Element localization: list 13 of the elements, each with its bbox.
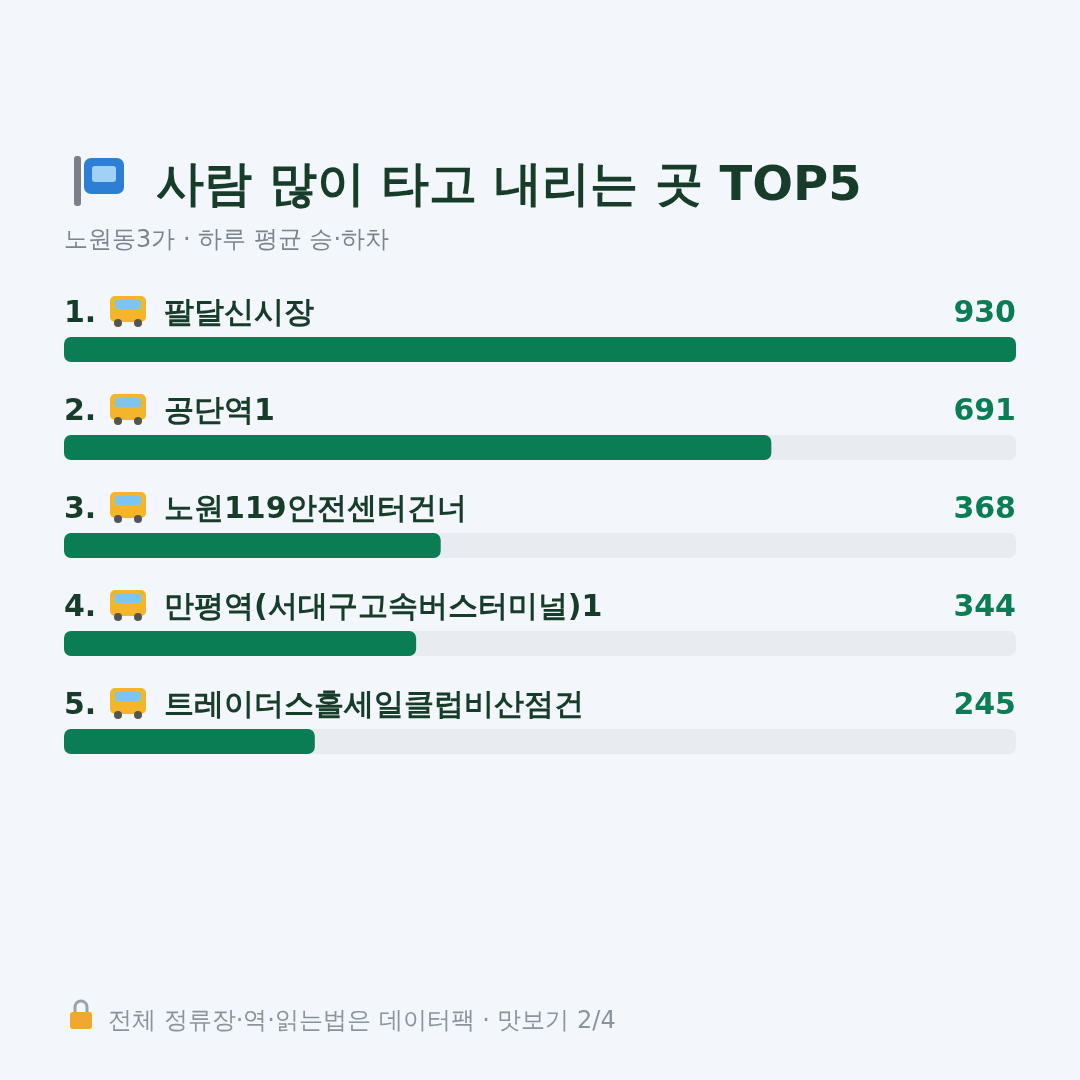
data-label: 691: [953, 392, 1016, 427]
category-label: 4. 만평역(서대구고속버스터미널)1: [64, 588, 603, 623]
data-label: 368: [953, 490, 1016, 525]
chart-title: 사람 많이 타고 내리는 곳 TOP5: [156, 155, 862, 211]
category-label: 5. 트레이더스홀세일클럽비산점건: [64, 686, 584, 721]
category-label: 1. 팔달신시장: [64, 294, 314, 329]
data-label: 344: [953, 588, 1016, 623]
category-label: 3. 노원119안전센터건너: [64, 490, 467, 525]
chart-subtitle: 노원동3가 · 하루 평균 승·하차: [64, 225, 390, 253]
data-label: 245: [953, 686, 1016, 721]
category-label: 2. 공단역1: [64, 392, 275, 427]
text: 전체 정류장·역·읽는법은 데이터팩 · 맛보기 2/4: [108, 1006, 616, 1034]
data-label: 930: [953, 294, 1016, 329]
